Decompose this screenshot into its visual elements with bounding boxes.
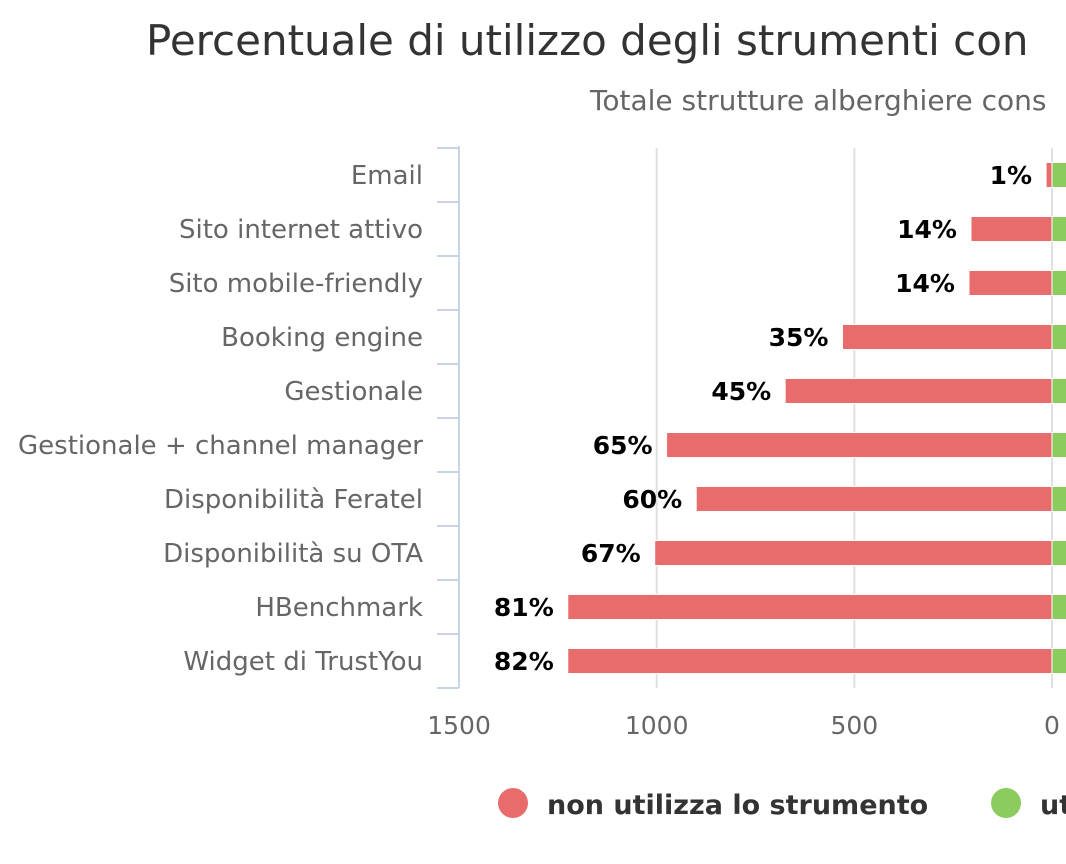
category-label: Gestionale + channel manager: [18, 431, 423, 461]
data-label: 67%: [581, 539, 641, 568]
chart-title: Percentuale di utilizzo degli strumenti …: [146, 16, 1029, 65]
legend: non utilizza lo strumento ut: [498, 788, 1066, 821]
bar-non-utilizza: [666, 432, 1053, 458]
category-label: Email: [351, 161, 423, 191]
category-label: Widget di TrustYou: [183, 647, 423, 677]
bar-utilizza: [1051, 216, 1066, 242]
data-label: 65%: [593, 431, 653, 460]
bar-utilizza: [1051, 324, 1066, 350]
data-label: 14%: [897, 215, 957, 244]
data-labels: 1% 14% 14% 35% 45% 65% 60% 67% 81% 82%: [494, 161, 1032, 676]
bar-utilizza: [1051, 270, 1066, 296]
legend-label-utilizza[interactable]: ut: [1040, 790, 1066, 821]
category-label: Booking engine: [221, 323, 423, 353]
x-axis-tick-labels: 1500 1000 500 0: [427, 711, 1060, 740]
x-tick-label: 0: [1044, 711, 1060, 740]
bar-non-utilizza: [567, 594, 1053, 620]
bar-utilizza: [1051, 540, 1066, 566]
x-tick-label: 1500: [427, 711, 491, 740]
bar-non-utilizza: [695, 486, 1053, 512]
bar-utilizza: [1051, 432, 1066, 458]
legend-marker-utilizza: [991, 788, 1021, 818]
data-label: 35%: [769, 323, 829, 352]
data-label: 1%: [990, 161, 1032, 190]
category-label: HBenchmark: [255, 593, 423, 623]
bar-utilizza: [1051, 594, 1066, 620]
bar-non-utilizza: [784, 378, 1053, 404]
category-labels: Email Sito internet attivo Sito mobile-fri…: [18, 161, 423, 677]
category-label: Sito mobile-friendly: [169, 269, 423, 299]
bar-non-utilizza: [970, 216, 1053, 242]
category-label: Sito internet attivo: [179, 215, 423, 245]
x-tick-label: 1000: [625, 711, 689, 740]
category-axis: [437, 146, 460, 689]
x-tick-label: 500: [830, 711, 878, 740]
bar-utilizza: [1051, 486, 1066, 512]
bar-utilizza: [1051, 162, 1066, 188]
data-label: 60%: [622, 485, 682, 514]
bar-non-utilizza: [654, 540, 1053, 566]
bar-non-utilizza: [841, 324, 1053, 350]
bar-non-utilizza: [1045, 162, 1053, 188]
data-label: 82%: [494, 647, 554, 676]
bar-utilizza: [1051, 378, 1066, 404]
category-label: Disponibilità su OTA: [163, 539, 423, 569]
data-label: 45%: [711, 377, 771, 406]
data-label: 14%: [895, 269, 955, 298]
data-label: 81%: [494, 593, 554, 622]
legend-label-non-utilizza[interactable]: non utilizza lo strumento: [547, 790, 928, 821]
bar-non-utilizza: [567, 648, 1053, 674]
bars: [567, 162, 1066, 674]
chart-subtitle: Totale strutture alberghiere cons: [589, 84, 1046, 117]
category-label: Gestionale: [284, 377, 423, 407]
bar-utilizza: [1051, 648, 1066, 674]
bar-non-utilizza: [968, 270, 1053, 296]
legend-marker-non-utilizza: [498, 788, 528, 818]
category-label: Disponibilità Feratel: [164, 485, 423, 515]
